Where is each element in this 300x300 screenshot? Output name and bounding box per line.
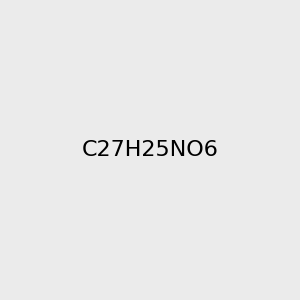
- Text: C27H25NO6: C27H25NO6: [82, 140, 218, 160]
